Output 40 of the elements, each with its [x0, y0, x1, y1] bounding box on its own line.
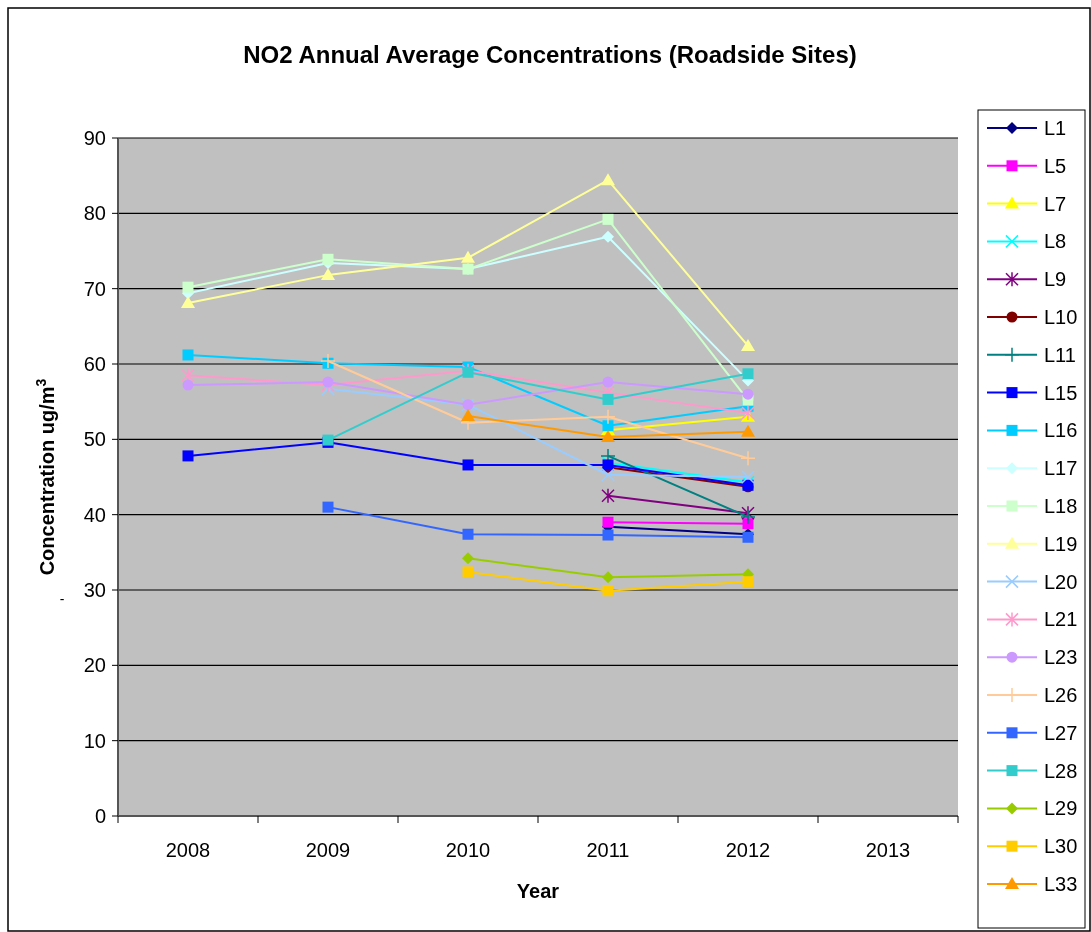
- y-tick-label: 40: [83, 503, 106, 526]
- legend-label: L29: [1044, 797, 1078, 820]
- x-tick-label: 2009: [305, 839, 351, 861]
- legend-label: L23: [1044, 646, 1078, 669]
- legend-label: L1: [1044, 117, 1067, 139]
- legend-label: L8: [1044, 230, 1067, 253]
- y-tick-label: 50: [83, 428, 106, 451]
- y-tick-label: 20: [83, 654, 106, 677]
- legend-label: L21: [1044, 608, 1078, 631]
- x-axis-title: Year: [516, 880, 560, 902]
- x-tick-label: 2013: [865, 839, 911, 861]
- legend-label: L30: [1044, 835, 1078, 858]
- legend-label: L27: [1044, 721, 1078, 744]
- legend-label: L18: [1044, 495, 1078, 517]
- y-tick-label: 10: [83, 729, 106, 752]
- legend-label: L16: [1044, 419, 1078, 442]
- text: -: [59, 591, 65, 607]
- legend-label: L26: [1044, 684, 1078, 706]
- y-tick-label: 70: [83, 277, 106, 300]
- legend-label: L15: [1044, 381, 1078, 404]
- legend-label: L17: [1044, 457, 1078, 480]
- y-tick-label: 0: [94, 805, 106, 827]
- legend-label: L11: [1044, 343, 1076, 366]
- legend-label: L19: [1044, 532, 1078, 555]
- x-tick-label: 2010: [445, 839, 491, 861]
- legend-label: L33: [1044, 873, 1078, 895]
- legend-label: L20: [1044, 570, 1078, 593]
- y-tick-label: 80: [83, 202, 106, 225]
- legend-label: L28: [1044, 759, 1078, 782]
- y-tick-label: 30: [83, 579, 106, 601]
- y-tick-label: 90: [83, 127, 106, 149]
- x-tick-label: 2008: [165, 839, 211, 861]
- legend-label: L5: [1044, 154, 1067, 177]
- legend-label: L7: [1044, 192, 1067, 215]
- legend-label: L10: [1044, 306, 1078, 328]
- y-tick-label: 60: [83, 353, 106, 375]
- x-tick-label: 2012: [725, 839, 771, 861]
- chart-title: NO2 Annual Average Concentrations (Roadside Sites): [243, 41, 857, 68]
- x-tick-label: 2011: [586, 839, 630, 861]
- legend-label: L9: [1044, 268, 1067, 291]
